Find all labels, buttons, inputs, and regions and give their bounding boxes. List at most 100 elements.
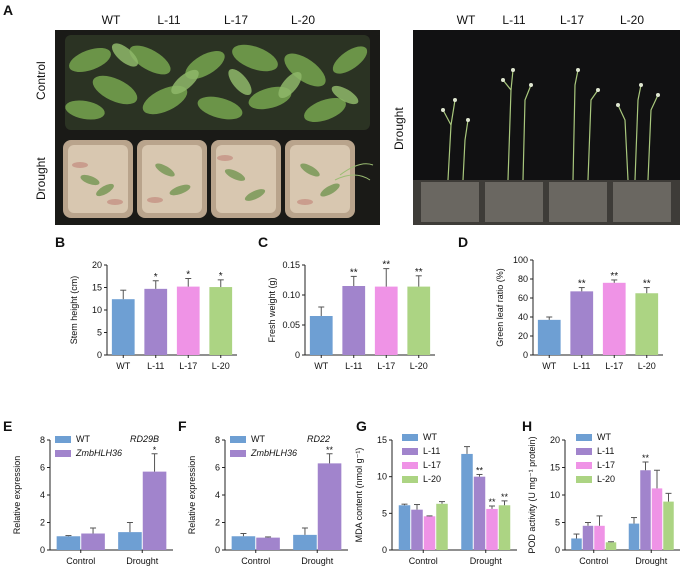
bar-l-11	[144, 288, 168, 355]
x-tick-label: Drought	[126, 556, 159, 566]
y-tick-label: 10	[550, 490, 560, 500]
col-label-l20: L-20	[290, 13, 316, 27]
bar-wt-drought	[461, 453, 473, 550]
y-axis-label: Relative expression	[12, 456, 22, 535]
gene-label: RD29B	[130, 434, 159, 444]
legend-swatch	[576, 462, 592, 469]
legend-label: L-11	[597, 446, 614, 456]
legend-label: ZmbHLH36	[250, 448, 297, 458]
y-tick-label: 5	[555, 518, 560, 528]
legend-label: L-17	[597, 460, 615, 470]
y-tick-label: 4	[40, 490, 45, 500]
x-tick-label: Drought	[301, 556, 334, 566]
x-tick-label: WT	[314, 361, 328, 371]
y-tick-label: 60	[518, 293, 528, 303]
bar-l-20-control	[605, 542, 617, 550]
col-label-wt: WT	[101, 13, 121, 27]
bar-wt-control	[398, 505, 411, 550]
y-axis-label: MDA content (nmol g⁻¹)	[354, 448, 364, 543]
legend-label: L-11	[423, 446, 440, 456]
x-tick-label: L-20	[212, 361, 230, 371]
bar-l-11-control	[411, 509, 423, 550]
y-tick-label: 8	[215, 435, 220, 445]
legend-label: WT	[597, 432, 611, 442]
bar-l-20	[635, 293, 659, 355]
legend-label: ZmbHLH36	[75, 448, 122, 458]
bar-wt-drought	[118, 532, 142, 550]
y-tick-label: 0	[523, 350, 528, 360]
panel-f-letter: F	[178, 418, 187, 434]
y-tick-label: 0	[97, 350, 102, 360]
bar-zmbhlh36-drought	[142, 471, 167, 550]
legend-label: L-20	[423, 474, 441, 484]
significance-mark: **	[578, 279, 586, 290]
x-tick-label: L-11	[147, 361, 164, 371]
y-axis-label: Relative expression	[187, 456, 197, 535]
legend-label: WT	[76, 434, 90, 444]
y-tick-label: 8	[40, 435, 45, 445]
y-tick-label: 0.10	[282, 290, 300, 300]
bar-l-11-drought	[473, 476, 486, 550]
x-tick-label: Control	[579, 556, 608, 566]
significance-mark: **	[642, 453, 650, 463]
y-tick-label: 10	[92, 305, 102, 315]
significance-mark: **	[382, 260, 390, 271]
bar-wt-control	[56, 536, 81, 550]
significance-mark: **	[501, 492, 509, 502]
y-tick-label: 10	[377, 472, 387, 482]
significance-mark: *	[153, 445, 157, 455]
panel-h-letter: H	[522, 418, 533, 434]
y-axis-label: Fresh weight (g)	[267, 277, 277, 342]
y-tick-label: 100	[513, 255, 528, 265]
x-tick-label: Drought	[635, 556, 668, 566]
legend-swatch	[230, 436, 246, 443]
bar-l-11-drought	[640, 470, 651, 550]
x-tick-label: Control	[66, 556, 95, 566]
legend-swatch	[402, 462, 418, 469]
legend-swatch	[402, 434, 418, 441]
y-tick-label: 4	[215, 490, 220, 500]
y-tick-label: 0	[555, 545, 560, 555]
significance-mark: **	[488, 497, 496, 507]
y-tick-label: 0.15	[282, 260, 300, 270]
bar-zmbhlh36-drought	[317, 463, 342, 550]
significance-mark: **	[476, 465, 484, 475]
significance-mark: *	[186, 270, 190, 281]
right-col-label-l11: L-11	[502, 13, 526, 27]
y-tick-label: 2	[215, 518, 220, 528]
bar-wt-control	[231, 536, 256, 550]
bolting-plants-illustration	[413, 30, 680, 225]
bar-l-17-control	[423, 516, 436, 550]
x-tick-label: L-11	[345, 361, 362, 371]
col-label-l17: L-17	[223, 13, 249, 27]
bar-wt	[309, 316, 333, 355]
plant-photo-drought-bolting	[413, 30, 680, 225]
bar-l-11	[570, 291, 594, 355]
right-col-label-wt: WT	[456, 13, 476, 27]
legend-swatch	[402, 476, 418, 483]
y-tick-label: 0	[215, 545, 220, 555]
bar-zmbhlh36-control	[256, 537, 280, 550]
legend-label: WT	[423, 432, 437, 442]
y-tick-label: 6	[215, 463, 220, 473]
bar-l-17	[602, 282, 626, 355]
right-col-label-l17: L-17	[559, 13, 585, 27]
significance-mark: **	[415, 267, 423, 278]
y-tick-label: 15	[377, 435, 387, 445]
legend-swatch	[576, 476, 592, 483]
panel-e-letter: E	[3, 418, 13, 434]
right-col-label-l20: L-20	[619, 13, 645, 27]
x-tick-label: WT	[116, 361, 130, 371]
bar-l-17	[374, 286, 398, 355]
bar-l-17-drought	[651, 488, 663, 550]
panel-g-letter: G	[356, 418, 367, 434]
bar-l-20-drought	[663, 501, 674, 550]
y-tick-label: 5	[97, 328, 102, 338]
x-tick-label: Control	[241, 556, 270, 566]
plant-photo-illustration	[55, 30, 380, 225]
x-tick-label: WT	[542, 361, 556, 371]
bar-wt	[537, 319, 561, 355]
y-tick-label: 2	[40, 518, 45, 528]
panel-a-letter: A	[3, 2, 14, 18]
x-tick-label: L-17	[179, 361, 197, 371]
